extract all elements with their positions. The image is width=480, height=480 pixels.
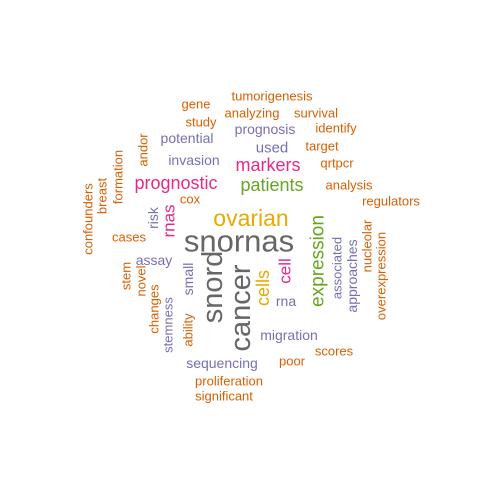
- word-identify: identify: [315, 121, 357, 136]
- word-cell: cell: [276, 258, 295, 284]
- word-overexpression: overexpression: [374, 232, 389, 320]
- word-target: target: [305, 139, 339, 154]
- word-prognostic: prognostic: [134, 173, 217, 193]
- word-confounders: confounders: [81, 183, 96, 255]
- word-snord: snord: [197, 251, 229, 324]
- word-risk: risk: [145, 206, 161, 229]
- word-novel: novel: [134, 265, 149, 296]
- word-snornas: snornas: [184, 224, 294, 259]
- word-associated: associated: [330, 237, 345, 299]
- word-breast: breast: [95, 178, 110, 215]
- word-stem: stem: [119, 262, 134, 290]
- word-small: small: [180, 263, 196, 296]
- word-potential: potential: [161, 130, 214, 146]
- word-andor: andor: [136, 133, 151, 167]
- word-ovarian: ovarian: [213, 205, 288, 231]
- word-gene: gene: [182, 97, 211, 112]
- word-poor: poor: [279, 354, 306, 369]
- word-cases: cases: [112, 230, 146, 245]
- word-cancer: cancer: [225, 264, 257, 351]
- word-analyzing: analyzing: [225, 106, 280, 121]
- word-survival: survival: [294, 106, 338, 121]
- word-proliferation: proliferation: [195, 374, 263, 389]
- word-formation: formation: [111, 150, 126, 204]
- word-assay: assay: [136, 252, 173, 268]
- word-markers: markers: [235, 155, 300, 175]
- word-used: used: [256, 140, 289, 157]
- word-rnas: rnas: [160, 204, 179, 237]
- word-cells: cells: [253, 270, 273, 306]
- word-approaches: approaches: [344, 239, 360, 312]
- word-cox: cox: [180, 192, 201, 207]
- word-changes: changes: [147, 284, 162, 334]
- word-migration: migration: [260, 327, 318, 343]
- word-prognosis: prognosis: [235, 121, 296, 137]
- word-scores: scores: [315, 344, 354, 359]
- word-tumorigenesis: tumorigenesis: [232, 89, 313, 104]
- word-analysis: analysis: [326, 178, 373, 193]
- word-expression: expression: [308, 215, 329, 307]
- word-rna: rna: [276, 293, 296, 309]
- word-significant: significant: [195, 389, 253, 404]
- word-study: study: [185, 115, 217, 130]
- word-patients: patients: [240, 175, 303, 195]
- word-ability: ability: [181, 313, 196, 347]
- word-sequencing: sequencing: [186, 355, 258, 371]
- word-regulators: regulators: [362, 194, 420, 209]
- word-stemness: stemness: [161, 297, 176, 353]
- word-qrtpcr: qrtpcr: [320, 156, 354, 171]
- word-nucleolar: nucleolar: [360, 219, 375, 272]
- word-invasion: invasion: [168, 152, 219, 168]
